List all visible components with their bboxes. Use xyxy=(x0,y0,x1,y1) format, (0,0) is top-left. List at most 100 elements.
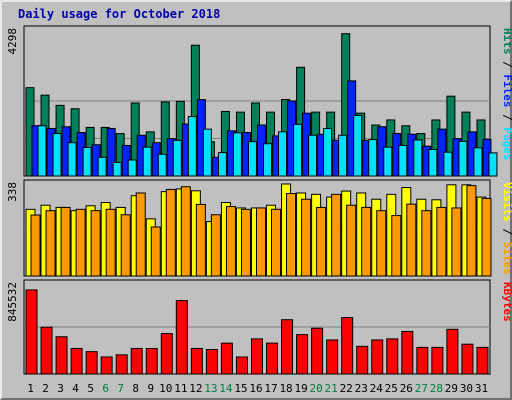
bar-pages xyxy=(52,133,62,177)
bar-sites xyxy=(331,193,342,277)
bar-sites xyxy=(90,210,101,277)
bar-pages xyxy=(262,143,272,177)
x-tick-label: 1 xyxy=(27,382,34,395)
bar-sites xyxy=(286,193,297,277)
bar-pages xyxy=(383,146,393,177)
x-tick-label: 27 xyxy=(415,382,428,395)
bar-sites xyxy=(105,208,116,277)
bar-pages xyxy=(323,127,333,177)
x-tick-label: 8 xyxy=(132,382,139,395)
legend-separator: / xyxy=(501,108,512,128)
bar-pages xyxy=(172,139,182,177)
x-tick-label: 16 xyxy=(249,382,262,395)
bar-files xyxy=(106,127,116,177)
panel-top: 4298 Hits / Files / Pages xyxy=(6,25,512,177)
bar-pages xyxy=(368,139,378,177)
legend-middle: Visits / Sites xyxy=(501,182,512,275)
bar-pages xyxy=(443,151,453,177)
bar-kbytes xyxy=(145,347,158,375)
x-tick-label: 24 xyxy=(370,382,384,395)
legend-bottom: KBytes xyxy=(501,282,512,322)
bar-kbytes xyxy=(386,338,399,375)
bar-sites xyxy=(195,203,206,277)
bar-pages xyxy=(398,144,408,177)
bar-pages xyxy=(293,123,303,177)
bar-kbytes xyxy=(175,300,188,375)
x-tick-label: 22 xyxy=(340,382,353,395)
bar-sites xyxy=(60,206,71,277)
y-max-label: 845532 xyxy=(6,282,19,322)
bar-pages xyxy=(37,125,47,177)
bar-kbytes xyxy=(115,354,128,375)
bar-pages xyxy=(278,131,288,177)
x-tick-label: 4 xyxy=(72,382,79,395)
x-tick-label: 28 xyxy=(430,382,443,395)
legend-item: Visits xyxy=(501,182,512,222)
x-tick-label: 15 xyxy=(234,382,247,395)
bar-kbytes xyxy=(281,319,294,375)
bar-pages xyxy=(473,147,483,177)
bar-pages xyxy=(157,153,167,177)
bar-sites xyxy=(150,226,161,277)
bar-pages xyxy=(112,161,122,177)
legend-item: Files xyxy=(501,74,512,107)
bar-kbytes xyxy=(250,338,263,375)
legend-item: Pages xyxy=(501,127,512,160)
legend-item: Sites xyxy=(501,242,512,275)
bar-kbytes xyxy=(326,339,339,375)
x-tick-label: 5 xyxy=(87,382,94,395)
x-tick-label: 13 xyxy=(204,382,217,395)
bar-pages xyxy=(247,141,257,177)
bar-sites xyxy=(361,206,372,277)
x-tick-label: 7 xyxy=(117,382,124,395)
bar-sites xyxy=(481,197,492,277)
bar-kbytes xyxy=(130,347,143,375)
panel-middle: 338 Visits / Sites xyxy=(6,179,512,277)
x-tick-label: 17 xyxy=(264,382,277,395)
x-tick-label: 20 xyxy=(310,382,323,395)
bar-pages xyxy=(67,142,77,177)
bar-kbytes xyxy=(416,346,429,375)
panel-bottom: 845532 KBytes xyxy=(6,279,512,375)
bar-sites xyxy=(346,204,357,277)
bar-kbytes xyxy=(266,342,279,375)
bar-kbytes xyxy=(431,346,444,375)
bar-pages xyxy=(217,152,227,177)
bar-pages xyxy=(127,159,137,177)
x-tick-label: 30 xyxy=(460,382,473,395)
bar-sites xyxy=(391,215,402,277)
legend-item: Hits xyxy=(501,28,512,55)
bar-pages xyxy=(82,146,92,177)
bar-kbytes xyxy=(476,346,489,375)
bar-pages xyxy=(428,149,438,177)
bar-sites xyxy=(180,186,191,277)
x-tick-label: 11 xyxy=(174,382,187,395)
bar-kbytes xyxy=(341,317,354,375)
bar-pages xyxy=(187,116,197,177)
bar-pages xyxy=(202,128,212,177)
bar-kbytes xyxy=(70,347,83,375)
bar-sites xyxy=(301,198,312,277)
bar-pages xyxy=(458,140,468,177)
x-tick-label: 23 xyxy=(355,382,368,395)
x-tick-label: 2 xyxy=(42,382,49,395)
bar-pages xyxy=(338,134,348,177)
bar-kbytes xyxy=(25,289,38,375)
legend-top: Hits / Files / Pages xyxy=(501,28,512,161)
bar-sites xyxy=(421,210,432,277)
bar-sites xyxy=(271,208,282,277)
bar-kbytes xyxy=(100,356,113,375)
bar-kbytes xyxy=(190,347,203,375)
legend-item: KBytes xyxy=(501,282,512,322)
bar-pages xyxy=(488,152,498,177)
bar-sites xyxy=(436,206,447,277)
y-max-label: 4298 xyxy=(6,28,19,55)
bar-sites xyxy=(316,206,327,277)
bar-sites xyxy=(45,210,56,277)
bar-kbytes xyxy=(235,356,248,375)
x-tick-label: 10 xyxy=(159,382,172,395)
x-tick-label: 3 xyxy=(57,382,64,395)
x-tick-label: 9 xyxy=(147,382,154,395)
bar-kbytes xyxy=(461,343,474,375)
